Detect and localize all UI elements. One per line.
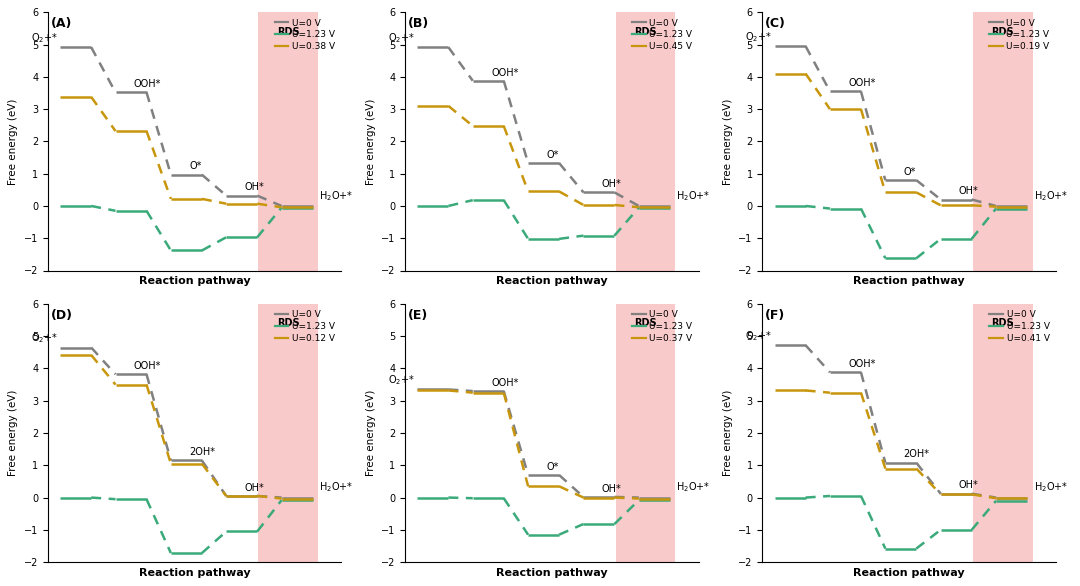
Text: O$_2$+*: O$_2$+* [31, 331, 58, 345]
Text: H$_2$O+*: H$_2$O+* [320, 189, 353, 203]
Y-axis label: Free energy (eV): Free energy (eV) [723, 98, 732, 185]
Text: RDS: RDS [276, 27, 299, 37]
Text: (E): (E) [408, 309, 429, 322]
Text: RDS: RDS [634, 27, 657, 37]
Text: (B): (B) [408, 18, 430, 30]
Text: H$_2$O+*: H$_2$O+* [1034, 481, 1068, 495]
Text: O*: O* [189, 161, 202, 172]
Text: O$_2$+*: O$_2$+* [388, 31, 415, 45]
Y-axis label: Free energy (eV): Free energy (eV) [723, 390, 732, 476]
Text: 2OH*: 2OH* [904, 449, 930, 459]
Y-axis label: Free energy (eV): Free energy (eV) [9, 390, 18, 476]
Y-axis label: Free energy (eV): Free energy (eV) [365, 390, 376, 476]
Text: O*: O* [546, 462, 558, 472]
Text: (A): (A) [51, 18, 72, 30]
Text: O$_2$+*: O$_2$+* [745, 329, 772, 343]
Text: OOH*: OOH* [134, 361, 161, 371]
Text: O$_2$+*: O$_2$+* [31, 31, 58, 45]
Bar [258, 12, 319, 271]
Bar [616, 304, 675, 562]
Text: OOH*: OOH* [491, 67, 518, 77]
X-axis label: Reaction pathway: Reaction pathway [139, 276, 251, 286]
Text: RDS: RDS [276, 318, 299, 329]
Text: OH*: OH* [244, 483, 265, 493]
Legend: U=0 V, U=1.23 V, U=0.38 V: U=0 V, U=1.23 V, U=0.38 V [273, 17, 337, 53]
Text: 2OH*: 2OH* [189, 447, 215, 457]
Text: H$_2$O+*: H$_2$O+* [676, 189, 711, 203]
Text: OH*: OH* [244, 182, 265, 192]
Text: OOH*: OOH* [848, 78, 876, 88]
Legend: U=0 V, U=1.23 V, U=0.19 V: U=0 V, U=1.23 V, U=0.19 V [987, 17, 1051, 53]
Text: OOH*: OOH* [134, 79, 161, 89]
X-axis label: Reaction pathway: Reaction pathway [496, 276, 608, 286]
Text: H$_2$O+*: H$_2$O+* [676, 481, 711, 495]
Text: OOH*: OOH* [848, 359, 876, 369]
Text: (F): (F) [766, 309, 785, 322]
Text: RDS: RDS [991, 27, 1014, 37]
Text: O$_2$+*: O$_2$+* [745, 30, 772, 43]
Text: OH*: OH* [959, 481, 978, 490]
Legend: U=0 V, U=1.23 V, U=0.45 V: U=0 V, U=1.23 V, U=0.45 V [631, 17, 694, 53]
Text: O$_2$+*: O$_2$+* [388, 373, 415, 387]
Text: H$_2$O+*: H$_2$O+* [320, 481, 353, 495]
Text: OOH*: OOH* [491, 378, 518, 388]
X-axis label: Reaction pathway: Reaction pathway [139, 568, 251, 578]
Text: O*: O* [546, 150, 558, 160]
X-axis label: Reaction pathway: Reaction pathway [853, 276, 964, 286]
X-axis label: Reaction pathway: Reaction pathway [496, 568, 608, 578]
Legend: U=0 V, U=1.23 V, U=0.41 V: U=0 V, U=1.23 V, U=0.41 V [987, 308, 1051, 345]
Text: OH*: OH* [602, 483, 621, 493]
Y-axis label: Free energy (eV): Free energy (eV) [365, 98, 376, 185]
Text: (C): (C) [766, 18, 786, 30]
Text: O*: O* [904, 167, 916, 177]
X-axis label: Reaction pathway: Reaction pathway [853, 568, 964, 578]
Legend: U=0 V, U=1.23 V, U=0.12 V: U=0 V, U=1.23 V, U=0.12 V [273, 308, 337, 345]
Text: H$_2$O+*: H$_2$O+* [1034, 189, 1068, 203]
Legend: U=0 V, U=1.23 V, U=0.37 V: U=0 V, U=1.23 V, U=0.37 V [631, 308, 694, 345]
Bar [616, 12, 675, 271]
Bar [973, 304, 1032, 562]
Text: RDS: RDS [634, 318, 657, 329]
Y-axis label: Free energy (eV): Free energy (eV) [9, 98, 18, 185]
Text: RDS: RDS [991, 318, 1014, 329]
Text: OH*: OH* [602, 179, 621, 189]
Bar [973, 12, 1032, 271]
Text: (D): (D) [51, 309, 73, 322]
Bar [258, 304, 319, 562]
Text: OH*: OH* [959, 186, 978, 196]
